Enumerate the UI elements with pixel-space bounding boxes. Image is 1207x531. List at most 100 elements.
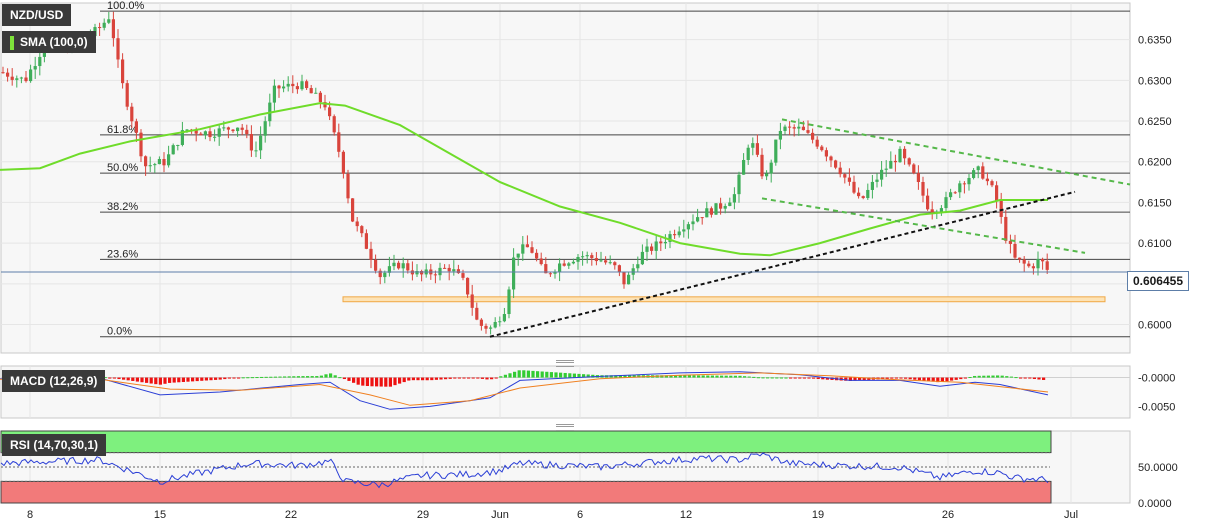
macd-histogram-bar xyxy=(319,375,323,378)
macd-histogram-bar xyxy=(246,377,250,379)
candle-body xyxy=(944,197,948,209)
macd-histogram-bar xyxy=(982,375,986,378)
macd-histogram-bar xyxy=(568,373,572,378)
macd-histogram-bar xyxy=(407,377,411,381)
fib-level-label: 0.0% xyxy=(107,326,132,338)
macd-histogram-bar xyxy=(697,375,701,378)
candle-body xyxy=(484,325,488,329)
macd-histogram-bar xyxy=(375,377,379,387)
macd-histogram-bar xyxy=(513,371,517,378)
rsi-pane-resize-handle[interactable] xyxy=(556,424,574,431)
macd-histogram-bar xyxy=(793,377,797,379)
candle-body xyxy=(203,131,207,136)
rsi-y-tick-label: 0.0000 xyxy=(1138,498,1172,510)
support-trendline xyxy=(489,190,1076,338)
macd-histogram-bar xyxy=(260,376,264,378)
candle-body xyxy=(958,183,962,193)
candle-body xyxy=(751,143,755,148)
macd-histogram-bar xyxy=(986,375,990,378)
macd-histogram-bar xyxy=(457,377,461,379)
candle-body xyxy=(903,148,907,159)
macd-histogram-bar xyxy=(1032,377,1036,380)
candle-body xyxy=(640,251,644,265)
macd-histogram-bar xyxy=(1009,376,1013,378)
candle-body xyxy=(535,252,539,259)
macd-histogram-bar xyxy=(950,377,954,381)
macd-histogram-bar xyxy=(940,377,944,383)
rsi-legend: RSI (14,70,30,1) xyxy=(2,434,107,456)
candle-body xyxy=(134,121,138,133)
x-tick-label: 29 xyxy=(417,509,429,521)
macd-histogram-bar xyxy=(1037,377,1041,380)
candle-body xyxy=(815,139,819,147)
candle-body xyxy=(125,83,129,107)
macd-histogram-bar xyxy=(784,377,788,379)
rsi-line xyxy=(0,452,1049,489)
macd-histogram-bar xyxy=(135,377,139,382)
macd-histogram-bar xyxy=(904,377,908,379)
candle-body xyxy=(360,226,364,234)
macd-histogram-bar xyxy=(586,374,590,378)
macd-histogram-bar xyxy=(522,370,526,378)
candle-body xyxy=(801,126,805,131)
macd-histogram-bar xyxy=(789,377,793,379)
macd-pane-resize-handle[interactable] xyxy=(556,360,574,367)
candle-body xyxy=(498,321,502,323)
macd-histogram-bar xyxy=(770,377,774,379)
candle-body xyxy=(369,248,373,260)
macd-histogram-bar xyxy=(766,377,770,379)
macd-histogram-bar xyxy=(885,377,889,379)
macd-histogram-bar xyxy=(821,377,825,380)
fib-level-label: 38.2% xyxy=(107,201,138,213)
candle-body xyxy=(797,126,801,129)
macd-histogram-bar xyxy=(476,377,480,379)
macd-histogram-bar xyxy=(384,377,388,387)
macd-histogram-bar xyxy=(710,375,714,378)
candle-body xyxy=(1045,261,1049,270)
candle-body xyxy=(990,181,994,186)
candle-body xyxy=(884,168,888,170)
macd-histogram-bar xyxy=(899,377,903,379)
candle-body xyxy=(291,83,295,87)
candle-body xyxy=(898,148,902,163)
candle-body xyxy=(341,151,345,174)
candle-body xyxy=(613,262,617,266)
macd-histogram-bar xyxy=(637,375,641,378)
candle-body xyxy=(397,262,401,269)
candle-body xyxy=(157,158,161,165)
macd-histogram-bar xyxy=(618,375,622,378)
macd-histogram-bar xyxy=(218,377,222,380)
candle-body xyxy=(976,166,980,171)
candle-body xyxy=(916,173,920,183)
macd-histogram-bar xyxy=(816,377,820,379)
macd-histogram-bar xyxy=(126,377,130,381)
macd-histogram-bar xyxy=(411,377,415,381)
x-tick-label: 6 xyxy=(577,509,583,521)
macd-histogram-bar xyxy=(913,377,917,380)
macd-histogram-bar xyxy=(329,373,333,378)
macd-histogram-bar xyxy=(775,377,779,379)
candle-body xyxy=(654,241,658,251)
macd-histogram-bar xyxy=(388,377,392,387)
candle-body xyxy=(972,170,976,178)
macd-histogram-bar xyxy=(462,377,466,379)
candle-body xyxy=(677,231,681,236)
candle-body xyxy=(608,262,612,264)
macd-histogram-bar xyxy=(421,377,425,381)
x-tick-label: Jun xyxy=(491,509,509,521)
macd-histogram-bar xyxy=(494,377,498,379)
macd-histogram-bar xyxy=(112,377,116,379)
candle-body xyxy=(820,146,824,151)
macd-histogram-bar xyxy=(996,375,1000,378)
candle-body xyxy=(539,258,543,265)
candle-body xyxy=(121,59,125,84)
macd-histogram-bar xyxy=(338,377,342,379)
macd-histogram-bar xyxy=(453,377,457,379)
candle-body xyxy=(668,234,672,242)
macd-histogram-bar xyxy=(301,376,305,378)
sma-label: SMA (100,0) xyxy=(20,35,88,49)
macd-histogram-bar xyxy=(145,377,149,383)
macd-signal-line xyxy=(0,372,1049,406)
current-price-flag: 0.606455 xyxy=(1126,271,1189,291)
candle-body xyxy=(870,181,874,190)
